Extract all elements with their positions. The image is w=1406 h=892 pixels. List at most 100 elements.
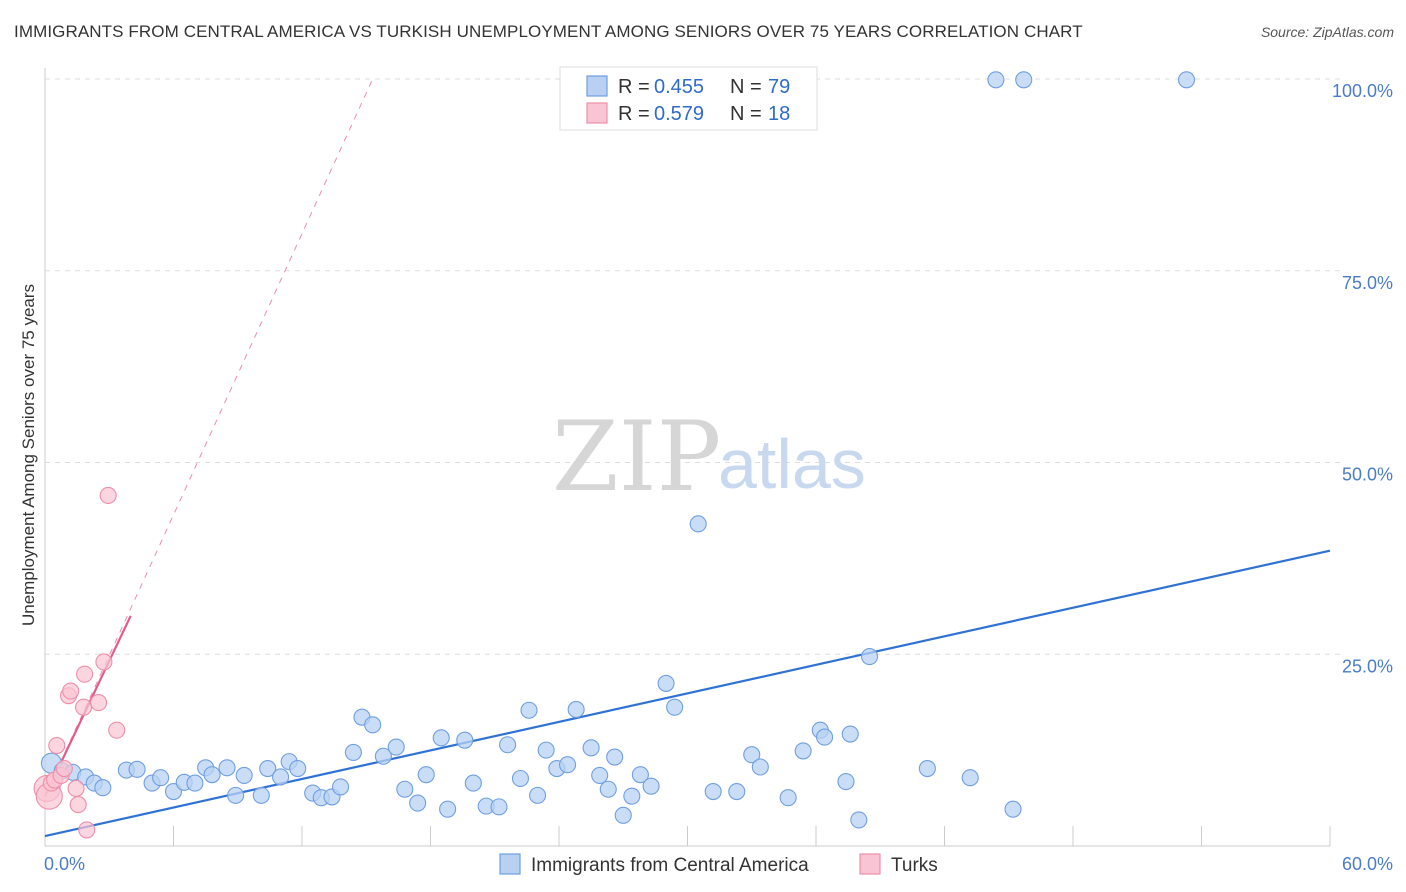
y-tick-label-50: 50.0%: [1342, 465, 1393, 485]
data-point-turks: [76, 665, 94, 683]
data-point-immigrants: [816, 728, 834, 746]
data-point-immigrants: [529, 786, 547, 804]
data-point-immigrants: [94, 779, 112, 797]
data-point-immigrants: [1015, 71, 1033, 89]
data-point-immigrants: [559, 756, 577, 774]
watermark-atlas: atlas: [718, 425, 866, 503]
legend-n-label-pink: N =: [730, 103, 762, 125]
data-point-immigrants: [387, 738, 405, 756]
legend-n-value-blue: 79: [768, 76, 790, 98]
data-point-immigrants: [591, 766, 609, 784]
series-legend: Immigrants from Central America Turks: [499, 853, 938, 876]
data-point-immigrants: [417, 766, 435, 784]
watermark-zip: ZIP: [552, 401, 721, 513]
data-point-immigrants: [837, 773, 855, 791]
data-point-turks: [62, 682, 80, 700]
data-point-immigrants: [728, 782, 746, 801]
data-point-immigrants: [499, 736, 517, 754]
data-point-turks: [69, 796, 87, 814]
data-point-immigrants: [456, 731, 474, 749]
data-point-immigrants: [642, 777, 660, 795]
x-tick-labels: 0.0% 60.0%: [44, 854, 1393, 874]
data-point-turks: [95, 653, 113, 671]
data-point-immigrants: [272, 768, 290, 786]
chart-title: IMMIGRANTS FROM CENTRAL AMERICA VS TURKI…: [14, 22, 1083, 41]
data-point-immigrants: [657, 674, 675, 692]
y-axis-label: Unemployment Among Seniors over 75 years: [19, 284, 38, 626]
data-point-immigrants: [631, 766, 649, 784]
data-point-immigrants: [364, 716, 382, 734]
series-turks: [33, 486, 126, 839]
data-point-turks: [78, 821, 96, 839]
data-point-immigrants: [841, 725, 859, 743]
data-point-immigrants: [689, 515, 707, 533]
data-point-immigrants: [850, 811, 868, 829]
x-tick-label-min: 0.0%: [44, 854, 85, 874]
data-point-immigrants: [582, 739, 600, 757]
data-point-immigrants: [614, 806, 632, 824]
data-point-turks: [67, 779, 85, 798]
data-point-immigrants: [186, 774, 204, 792]
data-point-immigrants: [259, 759, 277, 778]
data-point-immigrants: [779, 789, 797, 807]
data-point-immigrants: [374, 747, 392, 765]
data-point-immigrants: [432, 729, 450, 747]
data-point-immigrants: [464, 774, 482, 792]
legend-swatch-pink: [586, 102, 608, 124]
data-point-turks: [108, 721, 126, 739]
y-tick-label-100: 100.0%: [1332, 81, 1393, 101]
data-point-turks: [48, 736, 66, 755]
data-point-immigrants: [128, 760, 146, 778]
bottom-legend-label-blue: Immigrants from Central America: [531, 855, 809, 876]
data-point-immigrants: [918, 759, 936, 778]
data-point-turks: [55, 759, 73, 778]
data-point-immigrants: [289, 759, 307, 778]
y-tick-label-25: 25.0%: [1342, 656, 1393, 676]
data-point-turks: [99, 486, 117, 505]
legend-swatch-blue: [586, 75, 608, 97]
data-point-immigrants: [1004, 800, 1022, 818]
legend-n-value-pink: 18: [768, 103, 790, 125]
data-point-immigrants: [961, 769, 979, 787]
correlation-legend: R = 0.455 N = 79 R = 0.579 N = 18: [559, 66, 818, 131]
data-point-immigrants: [537, 741, 555, 759]
legend-r-value-blue: 0.455: [654, 76, 704, 98]
grid-lines: [45, 78, 1340, 655]
data-point-immigrants: [599, 780, 617, 798]
data-point-immigrants: [439, 800, 457, 818]
y-tick-labels: 25.0% 50.0% 75.0% 100.0%: [1332, 81, 1393, 676]
data-point-immigrants: [751, 758, 769, 776]
bottom-legend-label-pink: Turks: [891, 855, 938, 876]
legend-n-label-blue: N =: [730, 76, 762, 98]
data-point-immigrants: [409, 794, 427, 812]
data-point-immigrants: [1177, 71, 1196, 89]
data-point-immigrants: [252, 786, 270, 804]
data-point-immigrants: [794, 742, 812, 760]
data-point-immigrants: [704, 782, 722, 801]
data-point-immigrants: [396, 780, 414, 798]
bottom-legend-swatch-blue: [499, 853, 521, 875]
data-point-immigrants: [567, 700, 585, 719]
data-point-turks: [89, 694, 108, 712]
y-tick-label-75: 75.0%: [1342, 273, 1393, 293]
bottom-legend-swatch-pink: [859, 853, 881, 875]
data-point-immigrants: [227, 786, 245, 804]
legend-r-value-pink: 0.579: [654, 103, 704, 125]
data-point-immigrants: [987, 71, 1005, 89]
data-point-immigrants: [623, 787, 641, 805]
data-point-immigrants: [511, 769, 530, 788]
turks-trend-extension: [44, 78, 374, 797]
data-point-immigrants: [520, 701, 538, 719]
x-tick-label-max: 60.0%: [1342, 854, 1393, 874]
data-point-immigrants: [331, 778, 350, 796]
watermark: ZIP atlas: [552, 401, 866, 513]
data-point-immigrants: [218, 759, 236, 777]
data-point-turks: [75, 698, 93, 716]
data-point-immigrants: [743, 746, 761, 764]
data-point-immigrants: [606, 748, 624, 766]
data-point-immigrants: [152, 769, 170, 787]
legend-r-label-blue: R =: [618, 76, 650, 98]
data-point-immigrants: [666, 698, 684, 716]
source-label: Source: ZipAtlas.com: [1260, 24, 1394, 40]
